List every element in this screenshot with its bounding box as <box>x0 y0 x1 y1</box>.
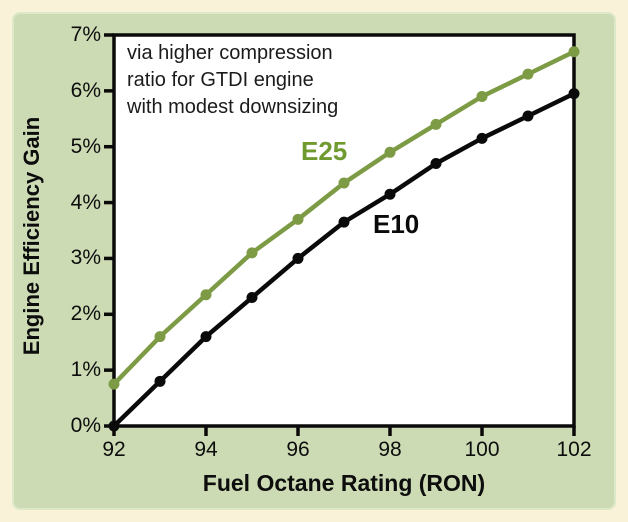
x-tick-label: 100 <box>464 438 500 461</box>
y-tick-label: 7% <box>70 23 101 46</box>
x-tick-label: 92 <box>102 438 126 461</box>
y-tick-label: 5% <box>70 134 101 158</box>
annotation-line-1: via higher compression <box>127 42 333 64</box>
x-tick-label: 96 <box>286 438 310 461</box>
y-tick-label: 4% <box>70 190 101 214</box>
y-tick-label: 3% <box>70 246 101 270</box>
chart-annotation: via higher compression ratio for GTDI en… <box>127 40 338 121</box>
y-tick-label: 6% <box>70 78 101 102</box>
y-tick-label: 2% <box>70 302 101 326</box>
x-tick-label: 102 <box>556 438 592 461</box>
y-tick-label: 0% <box>70 414 101 437</box>
annotation-line-2: ratio for GTDI engine <box>127 69 314 91</box>
series-label-e25: E25 <box>301 136 348 166</box>
x-tick-label: 98 <box>378 438 402 461</box>
x-axis-title: Fuel Octane Rating (RON) <box>202 470 486 496</box>
y-tick-label: 1% <box>70 358 101 382</box>
x-tick-label: 94 <box>194 438 218 461</box>
annotation-line-3: with modest downsizing <box>127 96 339 118</box>
series-label-e10: E10 <box>373 209 420 239</box>
